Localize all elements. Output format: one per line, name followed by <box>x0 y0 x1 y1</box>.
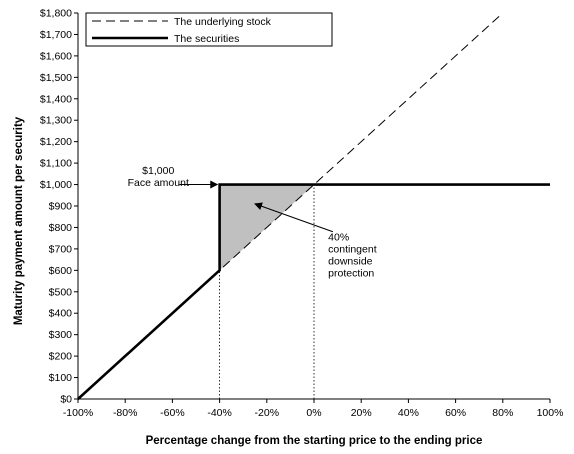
series-line-underlying-stock <box>77 12 504 400</box>
annotation-protection-line: contingent <box>328 243 377 255</box>
legend-label-securities: The securities <box>174 33 239 45</box>
y-tick-label: $1,000 <box>40 179 72 191</box>
x-tick-label: 0% <box>306 407 321 419</box>
x-tick-label: 100% <box>537 407 564 419</box>
x-tick-label: -100% <box>63 407 93 419</box>
annotation-face: $1,000 Face amount <box>128 165 189 189</box>
legend-label-underlying-stock: The underlying stock <box>174 16 272 28</box>
annotation-face-line: Face amount <box>128 177 189 189</box>
x-tick-label: -40% <box>207 407 232 419</box>
axes-layer: $0 $100 $200 $300 $400 $500 $600 $700 $800 $900 $1… <box>40 8 564 420</box>
legend: The underlying stock The securities <box>85 12 333 47</box>
y-tick-label: $1,300 <box>40 115 72 127</box>
y-tick-label: $200 <box>49 351 73 363</box>
annotation-protection-line: 40% <box>328 231 349 243</box>
y-tick-label: $1,400 <box>40 93 72 105</box>
y-tick-label: $600 <box>49 265 73 277</box>
y-tick-label: $700 <box>49 243 73 255</box>
x-tick-label: -80% <box>113 407 138 419</box>
x-tick-label: 80% <box>492 407 513 419</box>
guide-lines-layer <box>219 184 315 399</box>
annotation-arrow-protection <box>254 202 334 233</box>
y-tick-label: $1,700 <box>40 29 72 41</box>
y-tick-label: $1,500 <box>40 72 72 84</box>
x-tick-label: 40% <box>398 407 419 419</box>
series-line-securities <box>77 183 550 400</box>
y-tick-label: $1,200 <box>40 136 72 148</box>
annotation-protection-line: downside <box>328 255 373 267</box>
series-layer <box>77 12 550 400</box>
x-tick-label: -20% <box>255 407 280 419</box>
x-tick-label: -60% <box>160 407 185 419</box>
annotations-layer: $1,000 Face amount 40% contingent downside pr… <box>128 165 377 279</box>
x-axis-title: Percentage change from the starting pric… <box>146 435 483 447</box>
y-tick-label: $1,600 <box>40 50 72 62</box>
x-tick-label: 60% <box>445 407 466 419</box>
annotation-protection-line: protection <box>328 267 374 279</box>
y-tick-label: $500 <box>49 286 73 298</box>
y-axis-title: Maturity payment amount per security <box>13 116 25 325</box>
y-tick-label: $400 <box>49 308 73 320</box>
annotation-protection: 40% contingent downside protection <box>328 231 377 279</box>
x-tick-label: 20% <box>351 407 372 419</box>
y-tick-label: $0 <box>60 394 72 406</box>
y-tick-label: $100 <box>49 372 73 384</box>
y-tick-label: $300 <box>49 329 73 341</box>
annotation-face-line: $1,000 <box>142 165 174 177</box>
legend-box <box>85 12 333 47</box>
y-tick-label: $1,800 <box>40 8 72 20</box>
y-tick-label: $800 <box>49 222 73 234</box>
y-tick-label: $900 <box>49 201 73 213</box>
y-tick-label: $1,100 <box>40 158 72 170</box>
